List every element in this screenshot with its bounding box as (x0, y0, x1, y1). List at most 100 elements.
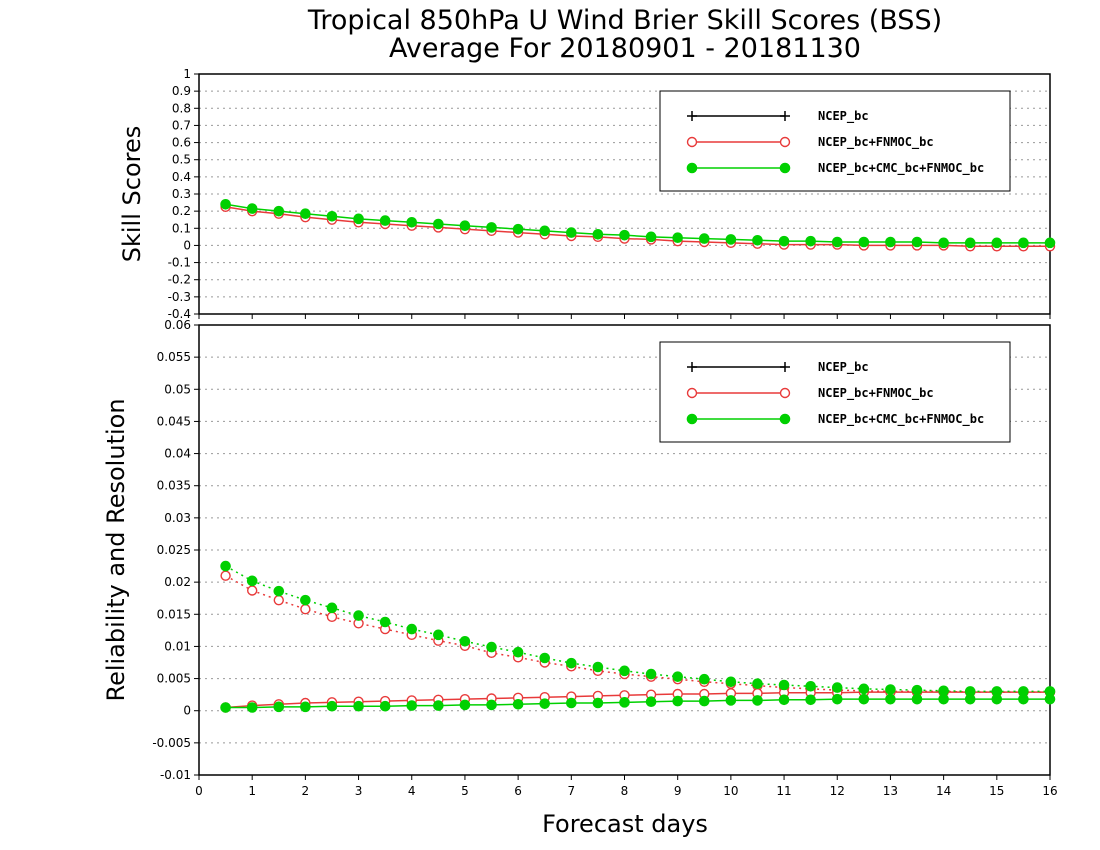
legend-marker (686, 413, 698, 425)
panel-bottom: -0.01 -0.005 0 0.005 0.01 0.015 0.02 0.025 0.03 0… (102, 318, 1058, 798)
x-tick-label: 13 (883, 784, 898, 798)
panel-top: -0.4 -0.3 -0.2 -0.1 0 0.1 0.2 0.3 0.4 0.5 0.6 0.7 0.… (118, 67, 1056, 321)
legend: NCEP_bc NCEP_bc+FNMOC_bc NCEP_bc+CMC_bc+FN… (659, 341, 1011, 443)
data-point (566, 227, 577, 238)
series-line (225, 565, 1050, 693)
data-point (566, 697, 577, 709)
data-point (486, 699, 497, 711)
x-axis-title: Forecast days (542, 810, 708, 838)
data-point (725, 695, 737, 706)
data-point (885, 236, 896, 248)
data-point (459, 220, 471, 232)
y-tick-label: 0.02 (164, 575, 191, 589)
data-point (406, 623, 418, 635)
series-cmc-3 (220, 560, 1056, 697)
y-tick-label: 0.3 (172, 187, 191, 201)
x-tick-label: 2 (302, 784, 310, 798)
data-point (778, 235, 790, 247)
data-point (220, 198, 231, 210)
data-point (406, 700, 418, 711)
legend-label: NCEP_bc (818, 360, 869, 375)
y-tick-label: -0.005 (152, 736, 191, 750)
data-point (353, 213, 364, 225)
data-point (246, 585, 258, 596)
series-cmc-2 (220, 198, 1056, 249)
data-point (592, 228, 604, 240)
data-point (220, 560, 231, 572)
data-point (778, 694, 790, 706)
data-point (220, 570, 231, 581)
data-point (885, 693, 896, 705)
data-point (619, 229, 630, 241)
data-point (805, 680, 816, 692)
y-tick-label: 0.03 (164, 511, 191, 525)
data-point (1044, 237, 1056, 249)
legend-marker (686, 136, 698, 148)
data-point (938, 237, 949, 249)
y-tick-label: -0.4 (168, 307, 191, 321)
x-tick-label: 6 (514, 784, 522, 798)
data-point (672, 671, 683, 682)
data-point (326, 700, 338, 712)
y-tick-label: 0.04 (164, 447, 191, 461)
data-point (486, 222, 497, 233)
series-line (225, 575, 1050, 693)
legend-label: NCEP_bc+CMC_bc+FNMOC_bc (818, 161, 984, 176)
data-point (698, 695, 710, 707)
x-tick-label: 8 (621, 784, 629, 798)
y-tick-label: 0.035 (157, 479, 191, 493)
legend: NCEP_bc NCEP_bc+FNMOC_bc NCEP_bc+CMC_bc+FN… (659, 90, 1011, 192)
chart-title-line2: Average For 20180901 - 20181130 (389, 33, 861, 64)
x-tick-label: 16 (1042, 784, 1057, 798)
data-point (379, 215, 391, 226)
legend-marker (686, 162, 698, 174)
data-point (752, 234, 763, 246)
data-point (991, 237, 1003, 249)
legend-label: NCEP_bc+FNMOC_bc (818, 135, 934, 150)
data-point (698, 673, 710, 685)
data-point (459, 699, 471, 711)
y-tick-label: 0.9 (172, 84, 191, 98)
data-point (619, 697, 630, 708)
y-tick-label: 0.4 (172, 170, 191, 184)
series-line (225, 698, 1050, 709)
legend-label: NCEP_bc+FNMOC_bc (818, 386, 934, 401)
data-point (379, 616, 391, 628)
y-tick-label: 0.06 (164, 318, 191, 332)
x-tick-label: 12 (830, 784, 845, 798)
y-tick-label: 0 (183, 704, 191, 718)
data-point (273, 585, 285, 597)
y-axis-title: Skill Scores (118, 126, 146, 263)
x-tick-label: 15 (989, 784, 1004, 798)
y-tick-label: 1 (183, 67, 191, 81)
series-cmc-4 (220, 693, 1056, 713)
data-point (353, 610, 364, 621)
data-point (220, 702, 231, 713)
data-point (831, 236, 843, 248)
data-point (300, 701, 311, 713)
data-point (406, 216, 418, 228)
data-point (246, 702, 258, 713)
data-point (300, 208, 311, 220)
data-point (246, 575, 258, 587)
y-tick-label: 0.5 (172, 153, 191, 167)
legend-box (659, 341, 1011, 443)
data-point (991, 693, 1003, 705)
data-point (300, 603, 311, 615)
x-tick-label: 14 (936, 784, 951, 798)
data-point (539, 225, 551, 237)
data-point (246, 203, 258, 214)
legend-label: NCEP_bc+CMC_bc+FNMOC_bc (818, 412, 984, 427)
data-point (512, 223, 524, 235)
data-point (512, 646, 524, 658)
y-tick-label: 0.05 (164, 382, 191, 396)
plot-frame (198, 73, 1051, 315)
legend-box (659, 90, 1011, 192)
data-point (300, 594, 311, 606)
data-point (645, 231, 657, 243)
data-point (459, 635, 471, 647)
y-tick-label: -0.1 (168, 256, 191, 270)
y-tick-label: 0.6 (172, 136, 191, 150)
x-tick-label: 10 (723, 784, 738, 798)
data-point (539, 698, 551, 709)
